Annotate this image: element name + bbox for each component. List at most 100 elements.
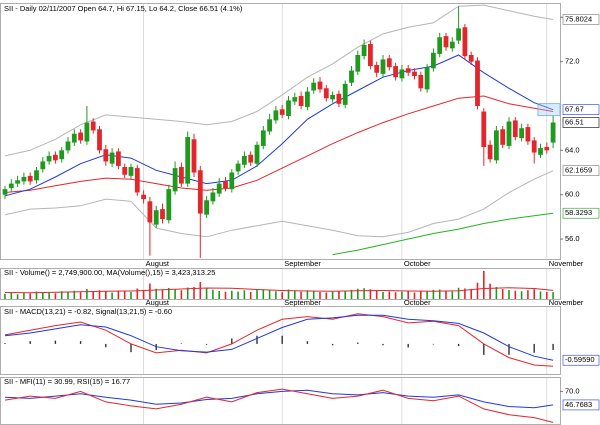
volume-bar: [136, 288, 139, 299]
volume-bar: [249, 292, 252, 299]
macd-histogram: [357, 342, 359, 344]
volume-bar: [357, 288, 359, 299]
volume-bar: [539, 291, 542, 299]
candle-body: [462, 27, 468, 57]
volume-bar: [470, 289, 472, 299]
volume-bar: [174, 289, 176, 299]
volume-bar: [42, 292, 44, 299]
volume-bar: [350, 289, 353, 299]
macd-histogram: [432, 343, 435, 345]
candle-body: [437, 37, 443, 54]
macd-histogram: [457, 343, 460, 347]
volume-bar: [552, 292, 554, 299]
macd-histogram: [105, 343, 107, 348]
volume-bar: [464, 288, 466, 299]
volume-bar: [281, 292, 283, 299]
volume-title: SII - Volume() = 2,749,900.00, MA(Volume…: [4, 268, 215, 277]
candle-body: [380, 59, 386, 74]
volume-bar: [401, 291, 403, 299]
candle-body: [336, 93, 342, 104]
volume-bar: [29, 293, 31, 299]
volume-bar: [262, 289, 265, 299]
candle-body: [191, 139, 197, 173]
indicator-line: [4, 287, 554, 294]
candle-body: [172, 168, 178, 192]
candle-body: [84, 122, 90, 142]
volume-bar: [394, 292, 397, 299]
volume-bar: [231, 290, 233, 299]
candle-body: [40, 161, 46, 170]
macd-histogram: [281, 335, 283, 344]
candle-body: [279, 109, 285, 115]
candle-body: [487, 144, 493, 160]
month-label: November: [549, 298, 584, 307]
y-tick-label: 72.0: [565, 57, 580, 66]
candle-body: [141, 194, 146, 200]
volume-bar: [287, 289, 290, 299]
indicator-line: [4, 170, 554, 238]
volume-bar: [489, 283, 491, 299]
candle-body: [355, 55, 361, 72]
candle-body: [160, 209, 165, 220]
end-label-box: [562, 354, 600, 366]
candle-body: [512, 120, 518, 138]
macd-histogram: [483, 343, 485, 355]
candle-body: [286, 100, 291, 116]
candle-body: [538, 148, 543, 155]
macd-histogram: [130, 343, 132, 353]
volume-bar: [10, 293, 13, 299]
indicator-line: [4, 4, 554, 157]
candle-body: [424, 67, 430, 90]
volume-bar: [331, 291, 334, 299]
candle-body: [456, 28, 461, 41]
volume-bar: [155, 288, 157, 299]
end-label-box: [562, 117, 600, 128]
volume-bar: [205, 287, 208, 299]
volume-bar: [218, 291, 220, 299]
candle-body: [109, 152, 115, 164]
volume-bar: [432, 290, 435, 299]
end-label: 46.7683: [565, 400, 592, 409]
candle-body: [330, 94, 335, 100]
candle-body: [254, 144, 260, 164]
end-label-box: [562, 399, 600, 411]
macd-histogram: [205, 343, 208, 345]
candle-body: [468, 55, 474, 62]
candle-body: [311, 82, 317, 91]
macd-histogram: [407, 343, 409, 348]
volume-bar: [199, 282, 202, 299]
candle-body: [323, 88, 329, 99]
candle-body: [273, 110, 279, 121]
volume-bar: [111, 292, 113, 299]
volume-bar: [275, 291, 277, 299]
volume-bar: [23, 292, 25, 299]
candle-body: [544, 147, 550, 151]
candle-body: [361, 45, 367, 57]
macd-histogram: [54, 340, 57, 344]
volume-bar: [438, 289, 441, 299]
candle-body: [90, 121, 96, 131]
candle-body: [431, 52, 436, 69]
volume-bar: [483, 271, 485, 299]
candle-body: [134, 168, 140, 193]
volume-bar: [495, 287, 498, 299]
candle-body: [412, 71, 417, 77]
volume-bar: [407, 291, 409, 299]
month-label: August: [146, 298, 170, 307]
candle-body: [386, 58, 392, 68]
volume-bar: [193, 287, 195, 299]
volume-bar: [92, 291, 94, 299]
candle-body: [46, 155, 52, 162]
volume-bar: [105, 291, 107, 299]
end-label-box: [562, 207, 600, 219]
end-label: 62.1659: [565, 166, 592, 175]
volume-bar: [369, 289, 372, 299]
candle-body: [317, 81, 323, 90]
macd-histogram: [256, 335, 258, 344]
candle-body: [103, 149, 109, 162]
end-label: 75.8024: [565, 14, 592, 23]
macd-histogram: [79, 341, 82, 344]
highlight-box: [537, 103, 561, 117]
candle-body: [210, 192, 216, 202]
